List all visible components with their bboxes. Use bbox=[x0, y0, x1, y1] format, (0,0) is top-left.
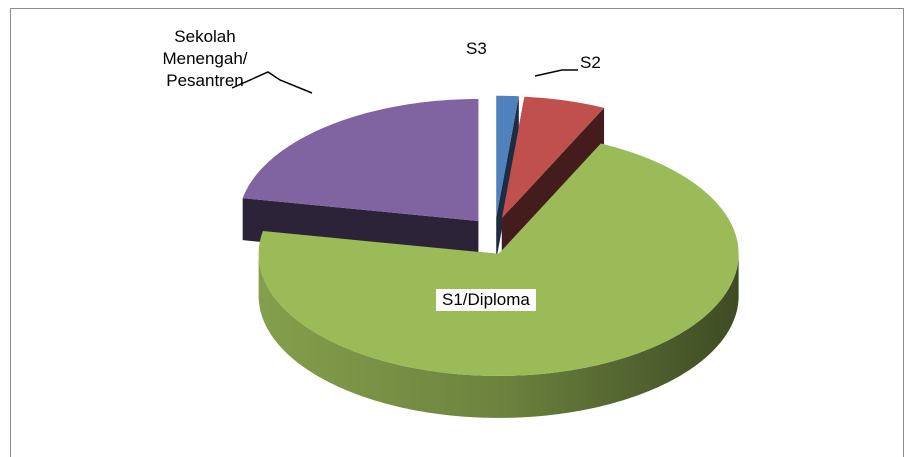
slice bbox=[258, 143, 739, 376]
slice-label: S1/Diploma bbox=[436, 289, 536, 311]
slice-side bbox=[258, 253, 739, 418]
slice bbox=[242, 98, 479, 221]
slice-label: S2 bbox=[580, 53, 601, 72]
slice bbox=[501, 96, 605, 219]
slice-label: S3 bbox=[466, 39, 487, 58]
leader-line bbox=[534, 69, 578, 77]
pie bbox=[242, 95, 739, 418]
leader-line bbox=[231, 71, 313, 94]
slice-label: Sekolah Menengah/ Pesantren bbox=[162, 27, 248, 90]
slice bbox=[496, 95, 519, 218]
slice-wall bbox=[501, 107, 605, 261]
